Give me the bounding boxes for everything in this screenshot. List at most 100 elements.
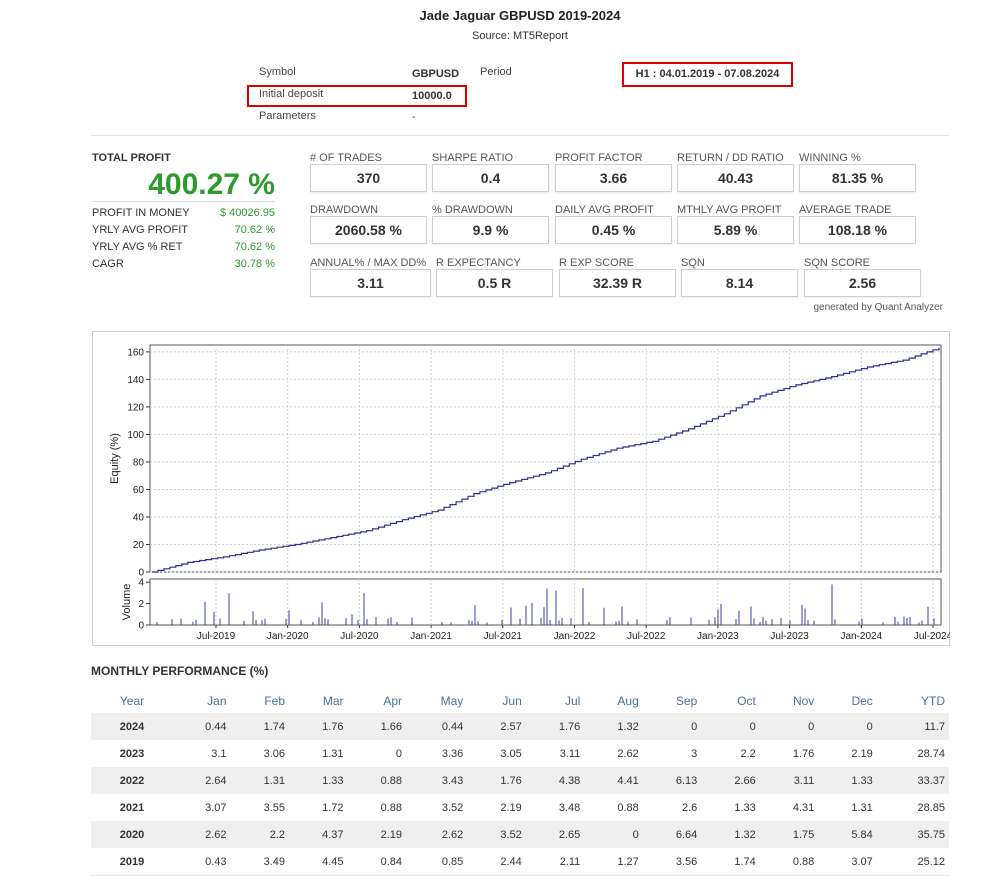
sqn-value: 8.14 (681, 269, 798, 297)
average-trade-label: AVERAGE TRADE (799, 204, 892, 216)
yrly-avg-ret-label: YRLY AVG % RET (92, 241, 183, 253)
initial-deposit-label: Initial deposit (259, 88, 324, 100)
x-tick-label: Jul-2019 (197, 631, 236, 642)
table-cell: 1.31 (851, 801, 873, 814)
y-tick-label: 120 (127, 402, 144, 413)
trades-count-value: 370 (310, 164, 427, 192)
table-cell: 4.45 (289, 848, 348, 876)
x-tick-label: Jul-2024 (914, 631, 950, 642)
col-header-dec: Dec (851, 693, 873, 708)
winning-pct-label: WINNING % (799, 152, 861, 164)
r-exp-score-label: R EXP SCORE (559, 257, 634, 269)
x-tick-label: Jan-2020 (267, 631, 309, 642)
col-header-apr: Apr (383, 693, 402, 708)
table-cell: 1.74 (230, 713, 289, 740)
col-header-sep: Sep (675, 693, 698, 708)
drawdown-value: 2060.58 % (310, 216, 427, 244)
table-cell: 0.88 (759, 848, 819, 876)
table-cell: 2.6 (681, 801, 698, 814)
table-cell: 3.11 (559, 747, 581, 760)
col-header-nov: Nov (792, 693, 815, 708)
table-cell: 1.76 (525, 713, 585, 740)
col-header-jul: Jul (564, 693, 581, 708)
total-profit-divider (92, 201, 275, 202)
table-cell: 2.2 (230, 821, 289, 848)
annual-maxdd-label: ANNUAL% / MAX DD% (310, 257, 427, 269)
table-cell: 35.75 (876, 821, 949, 848)
table-cell: 1.66 (347, 713, 406, 740)
profit-factor-value: 3.66 (555, 164, 672, 192)
total-profit-value: 400.27 % (148, 168, 275, 201)
table-cell: 2.44 (467, 848, 526, 876)
table-cell: 2.62 (406, 821, 468, 848)
r-expectancy-label: R EXPECTANCY (436, 257, 521, 269)
equity-chart-frame (92, 331, 950, 646)
year-cell: 2022 (91, 767, 172, 794)
y-tick-label: 140 (127, 375, 144, 386)
sqn-score-value: 2.56 (804, 269, 921, 297)
profit-in-money-label: PROFIT IN MONEY (92, 207, 190, 219)
year-cell: 2019 (91, 848, 172, 876)
return-dd-ratio-value: 40.43 (677, 164, 794, 192)
table-cell: 3 (691, 747, 698, 760)
col-header-jan: Jan (207, 693, 227, 708)
table-cell: 1.76 (792, 747, 815, 760)
period-value: H1 : 04.01.2019 - 07.08.2024 (635, 68, 780, 80)
y-tick-label: 0 (138, 568, 144, 579)
table-cell: 3.06 (263, 747, 285, 760)
table-cell: 3.52 (441, 801, 464, 814)
cagr-value: 30.78 % (234, 258, 275, 270)
col-header-jun: Jun (502, 693, 522, 708)
generated-by-note: generated by Quant Analyzer (813, 302, 943, 313)
volume-plot-area (149, 578, 942, 626)
table-cell: 2.62 (172, 821, 231, 848)
table-cell: 3.07 (205, 801, 227, 814)
table-cell: 4.31 (792, 801, 815, 814)
table-cell: 1.27 (584, 848, 643, 876)
table-cell: 2.19 (347, 821, 406, 848)
table-cell: 1.33 (734, 801, 756, 814)
table-row: 2019 0.43 3.49 4.45 0.84 0.85 2.44 2.11 1.27 3.56… (91, 848, 949, 876)
col-header-oct: Oct (737, 693, 756, 708)
symbol-value: GBPUSD (412, 68, 460, 80)
table-cell: 33.37 (876, 767, 949, 794)
table-row: 2022 2.64 1.31 1.33 0.88 3.43 1.76 4.38 4.41 6.13… (91, 767, 949, 794)
pct-drawdown-value: 9.9 % (432, 216, 549, 244)
table-row: 2021 3.07 3.55 1.72 0.88 3.52 2.19 3.48 0.88 2.6 1… (91, 794, 949, 821)
mthly-avg-profit-label: MTHLY AVG PROFIT (677, 204, 782, 216)
table-cell: 1.32 (584, 713, 643, 740)
year-cell: 2023 (119, 747, 145, 760)
table-cell: 1.31 (230, 767, 289, 794)
table-cell: 0.44 (172, 713, 231, 740)
table-cell: 1.33 (818, 767, 877, 794)
daily-avg-profit-value: 0.45 % (555, 216, 672, 244)
table-cell: 3.36 (441, 747, 464, 760)
monthly-performance-table: Year Jan Feb Mar Apr May Jun Jul Aug Sep… (91, 688, 949, 876)
col-header-ytd: YTD (921, 693, 945, 708)
initial-deposit-value: 10000.0 (412, 90, 452, 102)
parameters-value: - (412, 111, 416, 123)
sqn-label: SQN (681, 257, 705, 269)
table-cell: 0 (759, 713, 819, 740)
table-cell: 0.88 (380, 801, 402, 814)
table-cell: 0 (584, 821, 643, 848)
year-cell: 2020 (91, 821, 172, 848)
x-tick-label: Jul-2020 (340, 631, 379, 642)
x-tick-label: Jul-2023 (770, 631, 809, 642)
col-header-may: May (440, 693, 464, 708)
table-cell: 6.64 (642, 821, 702, 848)
table-cell: 2.2 (740, 747, 756, 760)
table-cell: 3.07 (818, 848, 877, 876)
table-cell: 1.31 (322, 747, 344, 760)
table-row: 2020 2.62 2.2 4.37 2.19 2.62 3.52 2.65 0 6.64 1.32… (91, 821, 949, 848)
profit-factor-label: PROFIT FACTOR (555, 152, 643, 164)
table-cell: 6.13 (642, 767, 702, 794)
table-cell: 2.19 (851, 747, 873, 760)
volume-y-tick-label: 2 (138, 599, 144, 610)
header-divider (91, 135, 949, 136)
table-cell: 2.65 (525, 821, 585, 848)
table-cell: 4.37 (289, 821, 348, 848)
table-cell: 0 (701, 713, 760, 740)
table-cell: 3.1 (211, 747, 227, 760)
sqn-score-label: SQN SCORE (804, 257, 871, 269)
